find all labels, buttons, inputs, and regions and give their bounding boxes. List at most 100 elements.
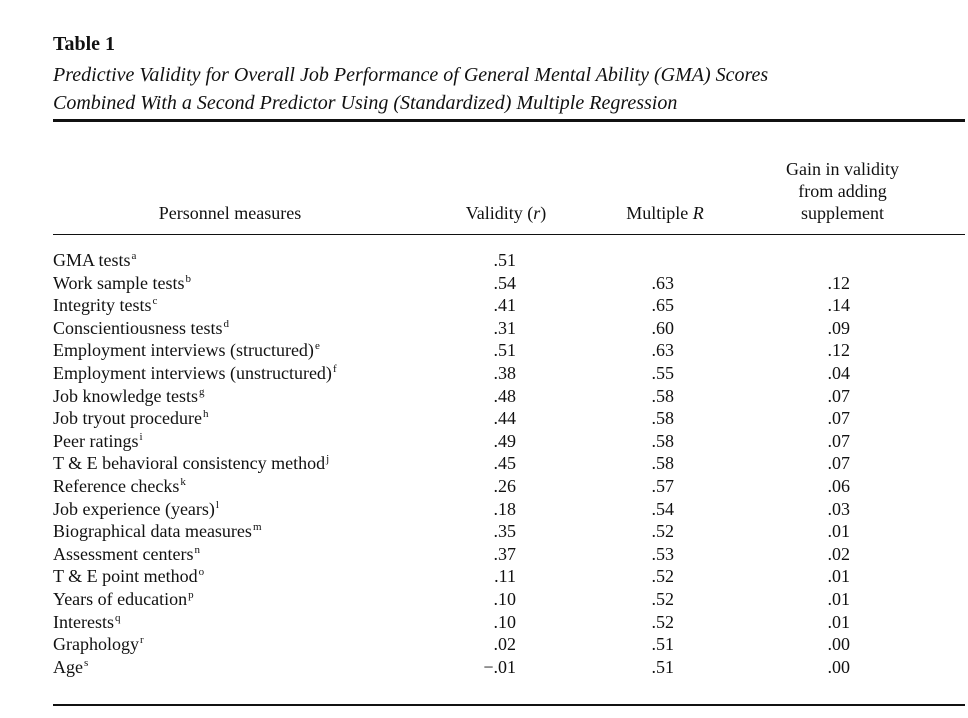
header-validity: Validity (r) — [446, 202, 566, 224]
table-row: Job tryout procedureh .44 .58 .07 — [0, 407, 968, 430]
row-multiple-r: .51 — [651, 656, 675, 677]
row-measure: Reference checksk — [53, 475, 186, 498]
row-measure-label: Reference checks — [53, 475, 180, 496]
row-measure: Graphologyr — [53, 633, 144, 656]
table-row: Reference checksk .26 .57 .06 — [0, 475, 968, 498]
row-measure: Assessment centersn — [53, 543, 200, 566]
row-footnote-marker: p — [188, 588, 194, 601]
row-measure-label: Employment interviews (unstructured) — [53, 362, 332, 383]
row-gain: .12 — [827, 340, 851, 361]
row-multiple-r: .54 — [651, 498, 675, 519]
row-gain: .07 — [827, 430, 851, 451]
row-measure: Integrity testsc — [53, 294, 157, 317]
table-row: Job experience (years)l .18 .54 .03 — [0, 498, 968, 521]
row-measure: Job knowledge testsg — [53, 385, 204, 408]
row-measure-label: Job experience (years) — [53, 498, 215, 519]
row-footnote-marker: a — [131, 250, 137, 262]
row-measure: Conscientiousness testsd — [53, 317, 229, 340]
row-measure-label: Peer ratings — [53, 430, 139, 451]
row-footnote-marker: o — [198, 566, 205, 579]
row-footnote-marker: k — [180, 475, 186, 488]
row-measure-label: Assessment centers — [53, 543, 194, 564]
table-title-line-1: Predictive Validity for Overall Job Perf… — [53, 64, 769, 86]
row-gain: .07 — [827, 408, 851, 429]
row-measure-label: Age — [53, 656, 83, 677]
row-measure: Work sample testsb — [53, 272, 191, 295]
table-label: Table 1 — [53, 33, 116, 55]
header-rule — [53, 234, 965, 235]
row-footnote-marker: q — [114, 611, 121, 624]
row-gain: .01 — [827, 521, 851, 542]
row-gain: .03 — [827, 498, 851, 519]
row-validity: .37 — [493, 543, 517, 564]
header-gain-line-2: from adding — [798, 181, 887, 201]
header-multiple-text: Multiple — [626, 203, 693, 223]
row-multiple-r: .58 — [651, 453, 675, 474]
row-footnote-marker: m — [252, 521, 262, 534]
row-footnote-marker: d — [223, 317, 230, 330]
row-footnote-marker: g — [198, 385, 205, 398]
table-row: Employment interviews (structured)e .51 .6… — [0, 339, 968, 362]
top-rule — [53, 119, 965, 122]
row-measure: Ages — [53, 656, 88, 679]
row-measure-label: Job tryout procedure — [53, 408, 202, 429]
row-validity: .44 — [493, 408, 517, 429]
row-measure: Peer ratingsi — [53, 430, 143, 453]
row-gain: .06 — [827, 475, 851, 496]
row-multiple-r: .51 — [651, 634, 675, 655]
table-title-line-2: Combined With a Second Predictor Using (… — [53, 92, 678, 114]
row-footnote-marker: s — [84, 656, 89, 669]
row-multiple-r: .52 — [651, 566, 675, 587]
header-validity-text: Validity ( — [465, 203, 534, 223]
row-validity: .26 — [493, 475, 517, 496]
row-gain: .12 — [827, 272, 851, 293]
row-validity: .35 — [493, 521, 517, 542]
row-gain: .04 — [827, 362, 851, 383]
row-measure-label: Biographical data measures — [53, 521, 252, 542]
row-measure: T & E behavioral consistency methodj — [53, 452, 329, 475]
row-measure: Job tryout procedureh — [53, 407, 208, 430]
row-measure-label: T & E point method — [53, 566, 198, 587]
row-measure-label: Years of education — [53, 588, 188, 609]
row-validity: .10 — [493, 611, 517, 632]
row-validity: .31 — [493, 317, 517, 338]
row-validity: .48 — [493, 385, 517, 406]
row-validity: .38 — [493, 362, 517, 383]
header-multiple-r: Multiple R — [605, 202, 725, 224]
header-gain: Gain in validity from adding supplement — [745, 158, 940, 224]
table-row: Graphologyr .02 .51 .00 — [0, 633, 968, 656]
table-row: Peer ratingsi .49 .58 .07 — [0, 430, 968, 453]
row-validity: .51 — [493, 250, 517, 270]
table-row: Biographical data measuresm .35 .52 .01 — [0, 520, 968, 543]
header-gain-line-3: supplement — [801, 203, 884, 223]
table-row: Work sample testsb .54 .63 .12 — [0, 272, 968, 295]
table-row: Interestsq .10 .52 .01 — [0, 611, 968, 634]
row-gain: .07 — [827, 385, 851, 406]
row-multiple-r: .53 — [651, 543, 675, 564]
table-row: Years of educationp .10 .52 .01 — [0, 588, 968, 611]
row-gain: .01 — [827, 566, 851, 587]
table-row: Integrity testsc .41 .65 .14 — [0, 294, 968, 317]
row-multiple-r: .55 — [651, 362, 675, 383]
row-measure: T & E point methodo — [53, 565, 204, 588]
row-multiple-r: .52 — [651, 611, 675, 632]
row-footnote-marker: l — [215, 498, 219, 511]
row-footnote-marker: f — [332, 362, 337, 375]
row-multiple-r: .65 — [651, 295, 675, 316]
row-footnote-marker: h — [202, 408, 209, 421]
row-measure: Interestsq — [53, 611, 120, 634]
table-row: Conscientiousness testsd .31 .60 .09 — [0, 317, 968, 340]
header-multiple-r-italic: R — [692, 203, 704, 223]
row-gain: .01 — [827, 611, 851, 632]
row-measure: Job experience (years)l — [53, 498, 219, 521]
header-personnel-measures: Personnel measures — [158, 203, 302, 223]
row-gain: .01 — [827, 588, 851, 609]
row-gain: .09 — [827, 317, 851, 338]
row-footnote-marker: b — [185, 272, 192, 285]
header-gain-line-1: Gain in validity — [786, 159, 899, 179]
row-validity: .10 — [493, 588, 517, 609]
row-multiple-r: .58 — [651, 430, 675, 451]
row-measure-label: Interests — [53, 611, 114, 632]
row-measure-label: Integrity tests — [53, 295, 152, 316]
